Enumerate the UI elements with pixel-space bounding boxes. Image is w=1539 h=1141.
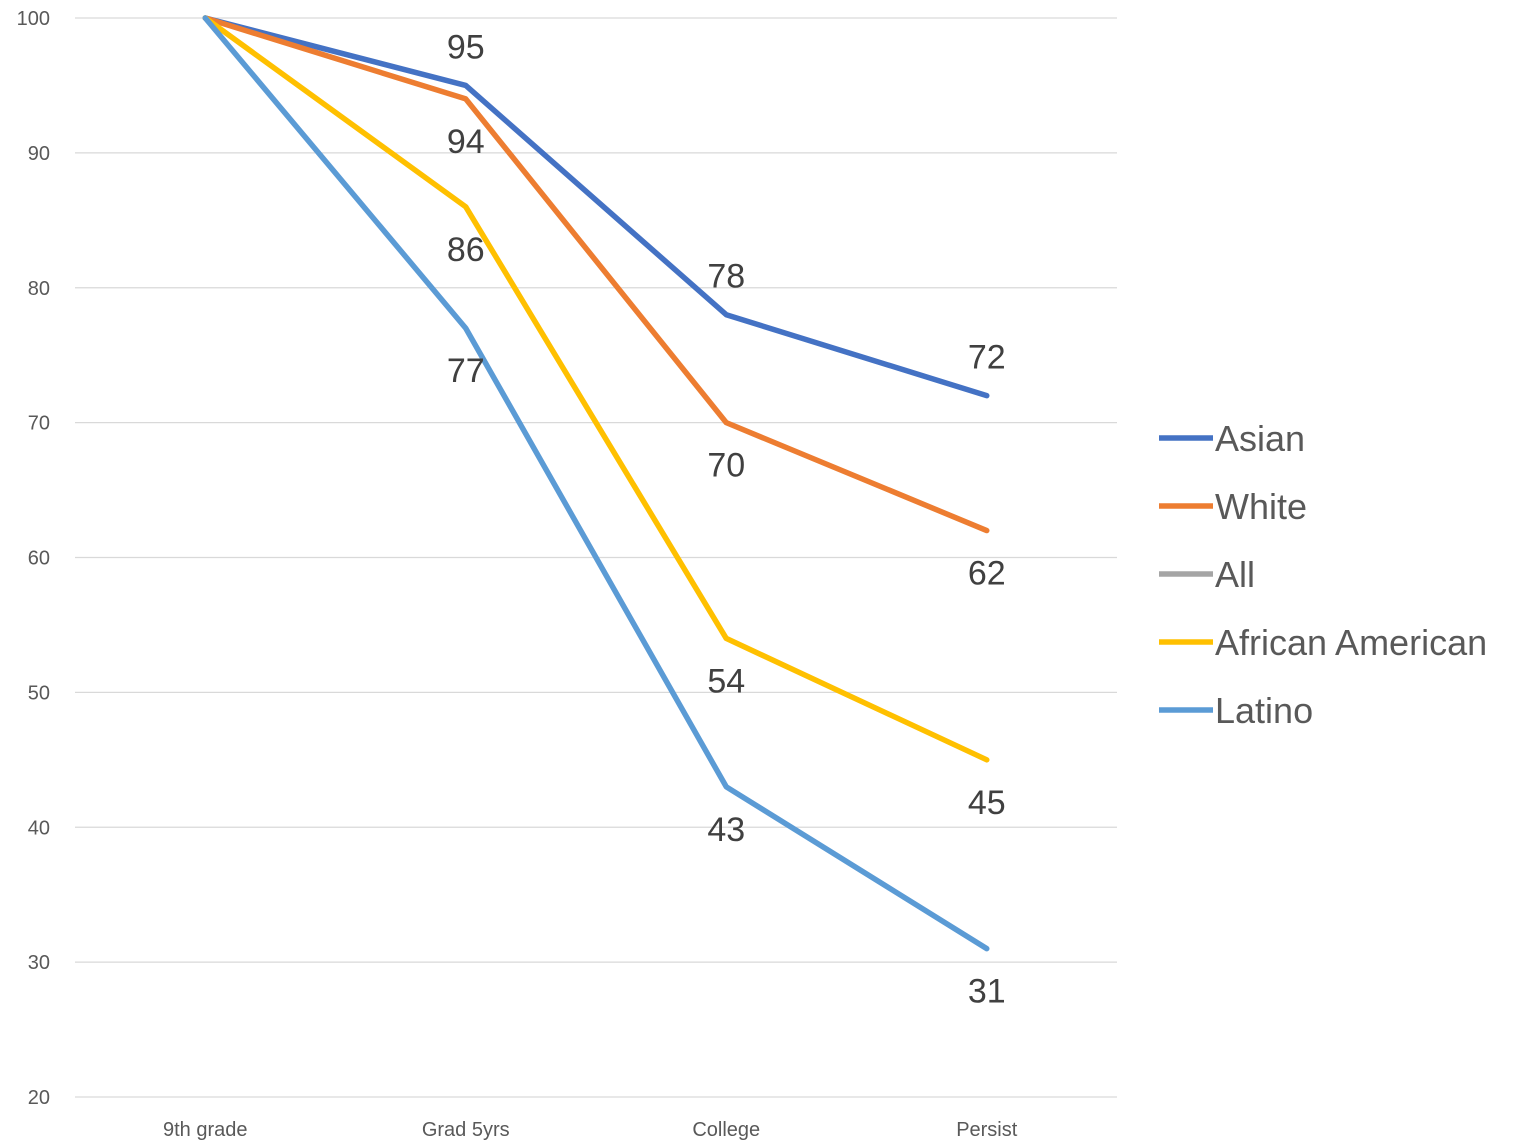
series-line-white [202, 15, 990, 534]
y-tick-label: 30 [28, 952, 50, 974]
series-line-african-american [202, 15, 990, 763]
data-label: 95 [447, 28, 485, 66]
data-label: 45 [968, 784, 1006, 822]
y-tick-label: 60 [28, 548, 50, 570]
y-tick-label: 20 [28, 1087, 50, 1109]
data-label: 54 [707, 662, 745, 700]
y-tick-label: 50 [28, 682, 50, 704]
legend-label: Latino [1215, 690, 1313, 731]
y-tick-label: 40 [28, 817, 50, 839]
data-labels: 95 78 72 94 70 62 86 54 45 77 43 31 [447, 28, 1006, 1010]
y-axis-tick-labels: 20 30 40 50 60 70 80 90 100 [17, 8, 50, 1109]
x-tick-label: Grad 5yrs [422, 1119, 510, 1141]
x-axis-tick-labels: 9th grade Grad 5yrs College Persist [163, 1119, 1018, 1141]
x-tick-label: College [692, 1119, 760, 1141]
x-tick-label: 9th grade [163, 1119, 248, 1141]
legend: Asian White All African American Latino [1159, 418, 1487, 731]
legend-label: All [1215, 554, 1255, 595]
series-line-asian [202, 15, 990, 399]
data-label: 43 [707, 811, 745, 849]
y-tick-label: 80 [28, 278, 50, 300]
series-lines [202, 15, 990, 952]
y-tick-label: 100 [17, 8, 50, 30]
legend-label: African American [1215, 622, 1487, 663]
data-label: 72 [968, 339, 1006, 377]
data-label: 78 [707, 258, 745, 296]
data-label: 77 [447, 352, 485, 390]
legend-label: White [1215, 486, 1307, 527]
data-label: 31 [968, 973, 1006, 1011]
data-label: 62 [968, 555, 1006, 593]
legend-label: Asian [1215, 418, 1305, 459]
data-label: 94 [447, 123, 485, 161]
y-tick-label: 70 [28, 413, 50, 435]
x-tick-label: Persist [956, 1119, 1018, 1141]
series-line-latino [202, 15, 990, 952]
data-label: 86 [447, 231, 485, 269]
y-tick-label: 90 [28, 143, 50, 165]
data-label: 70 [707, 447, 745, 485]
